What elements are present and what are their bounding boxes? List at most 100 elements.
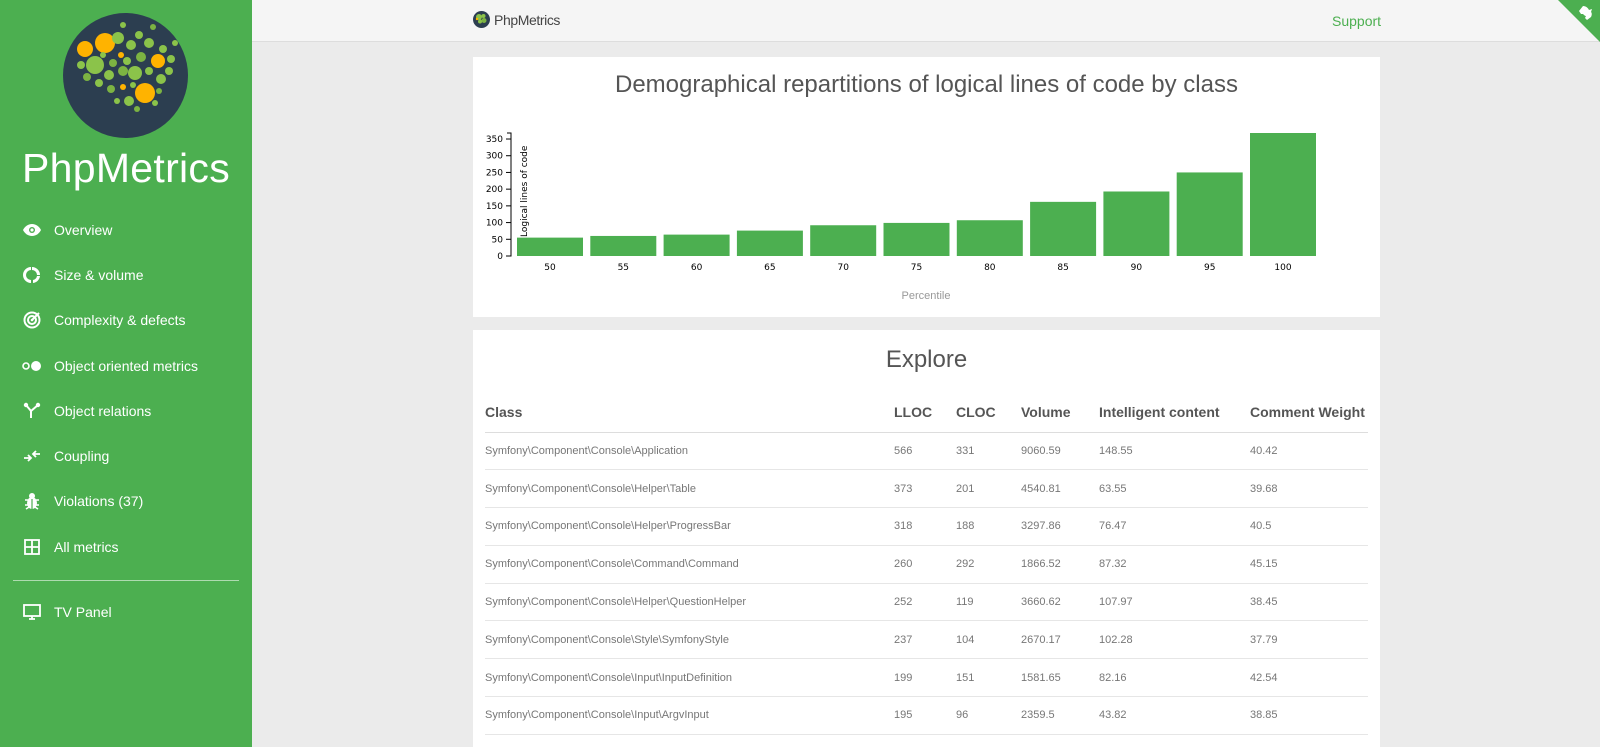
sidebar-item-complexity[interactable]: Complexity & defects <box>0 298 252 343</box>
bar-percentile-55[interactable] <box>590 235 657 256</box>
bar-percentile-95[interactable] <box>1176 172 1243 256</box>
bar-percentile-100[interactable] <box>1250 133 1316 256</box>
phpmetrics-small-logo-icon <box>473 11 490 28</box>
github-corner-icon[interactable] <box>1558 0 1600 42</box>
cell-volume: 1866.52 <box>1021 545 1099 584</box>
loc-bar-chart: 0 50 100 150 200 250 300 350 50 55 60 65 70 75 80 85 90… <box>486 132 1316 302</box>
table-row[interactable]: Symfony\Component\Console\Helper\Questio… <box>485 583 1368 622</box>
table-row[interactable]: Symfony\Component\Console\Helper\Table 37… <box>485 469 1368 509</box>
y-tick-label: 350 <box>486 135 503 145</box>
cell-intelligent-content: 82.16 <box>1099 658 1250 698</box>
column-header-class[interactable]: Class <box>485 392 894 433</box>
cell-class: Symfony\Component\Console\Helper\Progres… <box>485 507 894 546</box>
column-header-volume[interactable]: Volume <box>1021 392 1099 433</box>
toggle-dots-icon <box>22 356 42 376</box>
bar-percentile-70[interactable] <box>810 225 877 256</box>
x-tick-label: 50 <box>544 263 556 273</box>
cell-volume: 1581.65 <box>1021 658 1099 698</box>
x-tick-label: 80 <box>984 263 996 273</box>
cell-lloc: 318 <box>894 507 956 546</box>
column-header-cloc[interactable]: CLOC <box>956 392 1021 433</box>
donut-icon <box>22 265 42 285</box>
top-logo-link[interactable]: PhpMetrics <box>473 11 560 28</box>
cell-cloc: 151 <box>956 658 1021 698</box>
cell-intelligent-content: 102.28 <box>1099 620 1250 660</box>
x-tick-label: 60 <box>691 263 703 273</box>
table-row[interactable]: Symfony\Component\Console\Input\InputDef… <box>485 658 1368 698</box>
table-row[interactable]: Symfony\Component\Console\Input\ArgvInpu… <box>485 696 1368 735</box>
bars <box>517 133 1316 256</box>
x-tick-label: 90 <box>1131 263 1143 273</box>
logo-bubbles-icon <box>63 13 188 138</box>
sidebar-item-oop[interactable]: Object oriented metrics <box>0 343 252 388</box>
cell-cloc: 331 <box>956 432 1021 471</box>
cell-intelligent-content: 148.55 <box>1099 432 1250 471</box>
y-tick-label: 100 <box>486 219 503 229</box>
bar-percentile-90[interactable] <box>1103 191 1170 256</box>
cell-comment-weight: 38.85 <box>1250 696 1368 735</box>
y-tick-label: 300 <box>486 152 503 162</box>
sidebar-item-label: Complexity & defects <box>54 312 186 329</box>
chart-title: Demographical repartitions of logical li… <box>615 71 1238 98</box>
y-tick-label: 0 <box>497 252 503 262</box>
cell-intelligent-content: 76.47 <box>1099 507 1250 546</box>
graph-icon <box>22 401 42 421</box>
cell-volume: 3660.62 <box>1021 583 1099 622</box>
cell-lloc: 199 <box>894 658 956 698</box>
y-tick-label: 200 <box>486 185 503 195</box>
sidebar-item-overview[interactable]: Overview <box>0 207 252 252</box>
column-header-comment-weight[interactable]: Comment Weight <box>1250 392 1368 433</box>
table-row[interactable]: Symfony\Component\Console\Helper\Progres… <box>485 507 1368 546</box>
y-axis-label: Logical lines of code <box>520 145 530 237</box>
bar-percentile-60[interactable] <box>663 234 730 256</box>
sidebar-item-coupling[interactable]: Coupling <box>0 433 252 478</box>
cell-cloc: 292 <box>956 545 1021 584</box>
cell-class: Symfony\Component\Console\Input\InputDef… <box>485 658 894 698</box>
bar-percentile-80[interactable] <box>956 220 1023 256</box>
support-link[interactable]: Support <box>1332 13 1382 29</box>
grid-icon <box>22 537 42 557</box>
cell-comment-weight: 37.79 <box>1250 620 1368 660</box>
cell-lloc: 195 <box>894 696 956 735</box>
eye-icon <box>22 220 42 240</box>
bar-percentile-50[interactable] <box>517 237 583 256</box>
x-tick-label: 100 <box>1274 263 1291 273</box>
sidebar-item-size-volume[interactable]: Size & volume <box>0 252 252 297</box>
sidebar-item-label: Object oriented metrics <box>54 357 198 374</box>
arrows-icon <box>22 446 42 466</box>
sidebar-item-tv-panel[interactable]: TV Panel <box>0 589 252 634</box>
y-tick-label: 150 <box>486 202 503 212</box>
table-row[interactable]: Symfony\Component\Console\Application 566… <box>485 432 1368 471</box>
x-axis: 50 55 60 65 70 75 80 85 90 95 100 <box>544 263 1292 273</box>
column-header-intelligent-content[interactable]: Intelligent content <box>1099 392 1250 433</box>
table-header-row: Class LLOC CLOC Volume Intelligent conte… <box>485 392 1368 433</box>
cell-cloc: 96 <box>956 696 1021 735</box>
cell-volume: 2359.5 <box>1021 696 1099 735</box>
x-tick-label: 95 <box>1204 263 1215 273</box>
y-axis-line <box>507 132 512 257</box>
bar-percentile-85[interactable] <box>1030 201 1097 256</box>
phpmetrics-logo <box>63 13 188 138</box>
bug-icon <box>22 491 42 511</box>
sidebar: PhpMetrics Overview Size & volume Comple… <box>0 0 252 747</box>
bar-percentile-65[interactable] <box>736 230 803 256</box>
cell-class: Symfony\Component\Console\Style\SymfonyS… <box>485 620 894 660</box>
table-row[interactable]: Symfony\Component\Console\Style\SymfonyS… <box>485 620 1368 660</box>
sidebar-item-violations[interactable]: Violations (37) <box>0 479 252 524</box>
sidebar-item-label: All metrics <box>54 538 119 555</box>
table-row[interactable]: Symfony\Component\Console\Command\Comman… <box>485 545 1368 584</box>
cell-cloc: 188 <box>956 507 1021 546</box>
sidebar-divider <box>13 580 239 581</box>
cell-volume: 9060.59 <box>1021 432 1099 471</box>
bar-percentile-75[interactable] <box>883 222 950 256</box>
cell-class: Symfony\Component\Console\Helper\Table <box>485 469 894 509</box>
cell-comment-weight: 42.54 <box>1250 658 1368 698</box>
sidebar-item-label: Violations (37) <box>54 493 144 510</box>
sidebar-item-relations[interactable]: Object relations <box>0 388 252 433</box>
cell-lloc: 237 <box>894 620 956 660</box>
cell-intelligent-content: 87.32 <box>1099 545 1250 584</box>
cell-lloc: 566 <box>894 432 956 471</box>
sidebar-item-all-metrics[interactable]: All metrics <box>0 524 252 569</box>
cell-volume: 4540.81 <box>1021 469 1099 509</box>
column-header-lloc[interactable]: LLOC <box>894 392 956 433</box>
